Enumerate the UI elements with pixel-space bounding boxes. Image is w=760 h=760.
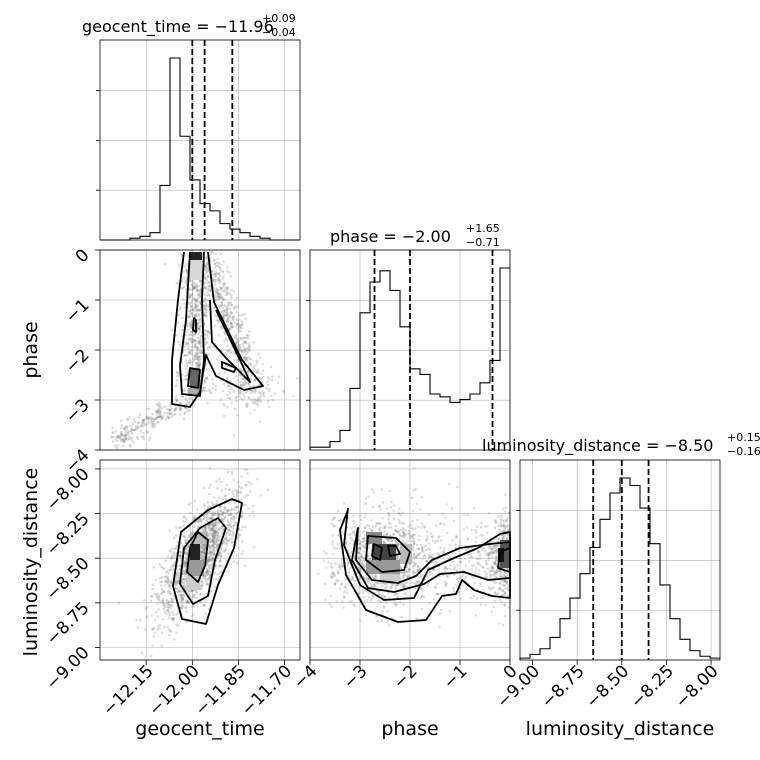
x-tick-label: −8.00: [672, 661, 723, 712]
x-tick-label: −8.25: [627, 661, 678, 712]
x-tick-label: −2: [390, 661, 422, 693]
x-tick-label: −11.85: [191, 661, 250, 720]
x-axis-label-phase: phase: [381, 718, 438, 740]
y-tick-label: −9.00: [43, 643, 94, 694]
frame-geocent-time-luminosity-distance: [99, 459, 301, 661]
contour-inner-left: [187, 367, 201, 389]
contour-inner-spike: [192, 317, 197, 333]
y-tick-label: −8.75: [43, 598, 94, 649]
contour-core-left: [371, 543, 383, 561]
contour-inner: [186, 531, 209, 583]
panel-luminosity-distance-hist: luminosity_distance = −8.50 +0.15 −0.16: [482, 431, 760, 661]
contours-geocent-time-phase: [171, 251, 264, 408]
y-tick-label: −2: [62, 345, 94, 377]
contour-inner: [365, 535, 411, 573]
y-tick-label: −1: [62, 295, 94, 327]
x-axis-label-luminosity-distance: luminosity_distance: [526, 718, 715, 740]
contour-mid: [179, 251, 205, 397]
y-tick-label: −8.00: [43, 464, 94, 515]
title-phase: phase = −2.00 +1.65 −0.71: [330, 222, 500, 249]
y-axis-label-phase: phase: [20, 321, 42, 378]
title-geocent-time-plus: +0.09: [262, 12, 296, 25]
title-phase-plus: +1.65: [466, 222, 500, 235]
y-axis-label-luminosity-distance: luminosity_distance: [20, 468, 42, 657]
contour-outer: [339, 507, 511, 623]
histogram-phase: [309, 267, 510, 450]
x-tick-label: −11.70: [238, 661, 297, 720]
panel-phase-vs-luminosity-distance: [309, 459, 512, 661]
x-tick-label: −12.00: [145, 661, 204, 720]
x-tick-label: −1: [440, 661, 472, 693]
contour-right-edge: [497, 547, 511, 573]
title-luminosity-distance-plus: +0.15: [727, 431, 760, 444]
y-tick-label: −8.50: [43, 554, 94, 605]
contour-outer: [171, 251, 264, 408]
panel-phase-hist: phase = −2.00 +1.65 −0.71: [309, 222, 511, 451]
panel-geocent-time-hist: geocent_time = −11.96 +0.09 −0.04: [82, 12, 301, 241]
contour-mid-right: [209, 299, 251, 383]
title-geocent-time-main: geocent_time = −11.96: [82, 17, 274, 37]
x-ticks-geocent-time: −12.15−12.00−11.85−11.70: [99, 660, 296, 720]
title-luminosity-distance-main: luminosity_distance = −8.50: [482, 436, 713, 456]
frame-geocent-time-hist: [99, 39, 301, 241]
histogram-luminosity-distance: [519, 477, 720, 660]
histogram-geocent-time: [100, 57, 300, 241]
panel-geocent-time-vs-luminosity-distance: [99, 459, 301, 661]
title-luminosity-distance: luminosity_distance = −8.50 +0.15 −0.16: [482, 431, 760, 458]
y-ticks-phase: −4−3−2−10: [62, 245, 100, 477]
contours-geocent-time-luminosity-distance: [172, 498, 243, 625]
title-phase-minus: −0.71: [466, 236, 500, 249]
title-geocent-time-minus: −0.04: [262, 26, 296, 39]
contour-core-right: [387, 545, 401, 557]
x-tick-label: −4: [290, 661, 322, 693]
title-geocent-time: geocent_time = −11.96 +0.09 −0.04: [82, 12, 296, 39]
y-tick-label: 0: [72, 245, 94, 267]
contour-inner-right: [221, 361, 237, 373]
y-tick-label: −3: [62, 395, 94, 427]
contour-outer: [172, 498, 243, 625]
x-axis-label-geocent-time: geocent_time: [135, 718, 264, 740]
x-tick-label: −8.75: [538, 661, 589, 712]
x-ticks-phase: −4 −3 −2 −1 0: [290, 660, 522, 693]
title-luminosity-distance-minus: −0.16: [727, 445, 760, 458]
panel-geocent-time-vs-phase: [99, 249, 301, 451]
y-ticks-luminosity-distance: −9.00−8.75−8.50−8.25−8.00: [43, 464, 100, 694]
hist-y-ticks: [96, 90, 520, 611]
y-tick-label: −8.25: [43, 509, 94, 560]
contour-mid: [179, 517, 227, 605]
x-tick-label: −3: [340, 661, 372, 693]
title-phase-main: phase = −2.00: [330, 227, 451, 246]
x-tick-label: −8.50: [582, 661, 633, 712]
x-tick-label: −12.15: [99, 661, 158, 720]
x-ticks-luminosity-distance: −9.00−8.75−8.50−8.25−8.00: [493, 660, 723, 712]
